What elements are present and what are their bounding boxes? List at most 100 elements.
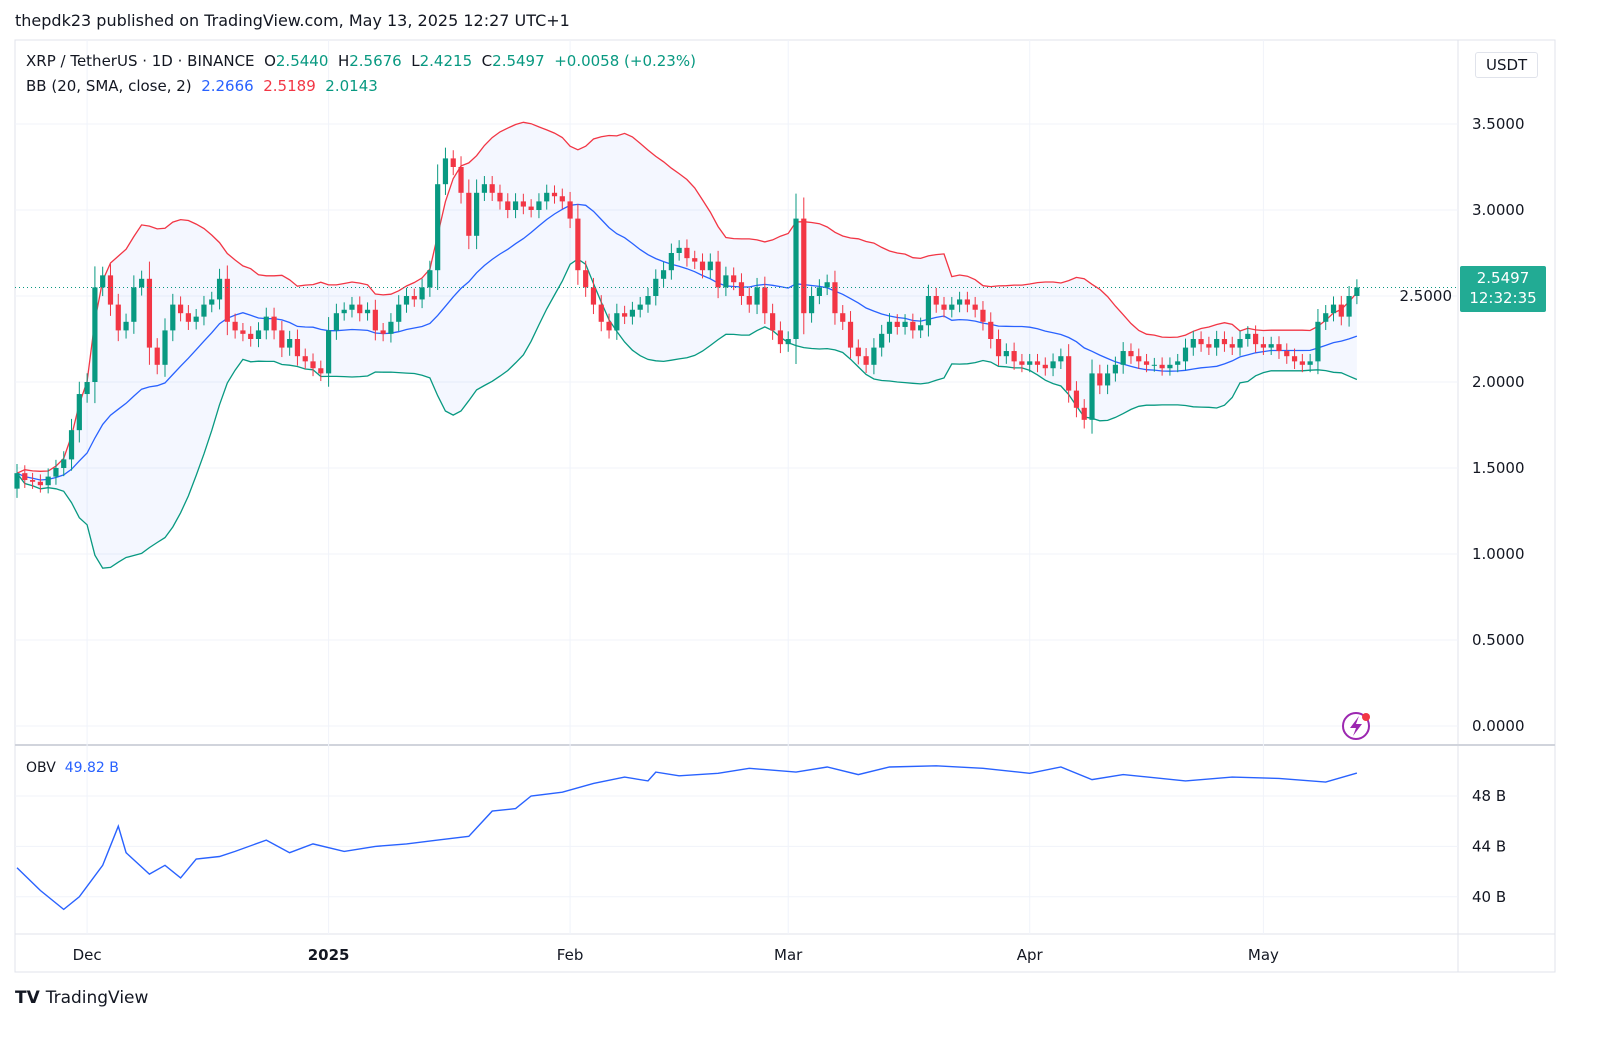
published-caption: thepdk23 published on TradingView.com, M…: [15, 11, 570, 30]
candle-body: [505, 201, 511, 210]
candle: [614, 303, 620, 340]
candle-body: [177, 304, 184, 314]
candle: [255, 322, 262, 348]
candle: [559, 188, 565, 210]
candle: [941, 296, 947, 318]
candle: [692, 250, 698, 269]
candle-body: [240, 330, 246, 334]
candle: [1245, 326, 1251, 347]
close-value: 2.5497: [492, 52, 545, 70]
candle-body: [357, 304, 363, 314]
candle-body: [248, 333, 254, 339]
candle-body: [1159, 364, 1165, 369]
candle-body: [271, 316, 277, 331]
candle-body: [949, 304, 955, 310]
bb-basis-value: 2.2666: [201, 77, 254, 95]
candle-body: [1229, 344, 1235, 348]
candle-body: [1237, 339, 1243, 348]
candle-body: [380, 330, 386, 334]
candle: [567, 191, 573, 229]
candle-body: [1299, 361, 1305, 365]
candle-body: [808, 296, 815, 314]
candle-body: [442, 158, 449, 185]
candle-body: [1253, 333, 1259, 345]
candle: [816, 279, 822, 305]
candle-body: [1338, 304, 1344, 317]
candle: [1253, 325, 1259, 353]
candle: [1206, 336, 1212, 355]
bar-countdown: 12:32:35: [1469, 289, 1537, 307]
y-tick-label: 2.0000: [1472, 373, 1525, 391]
y-tick-label: 0.5000: [1472, 631, 1525, 649]
candle-body: [154, 347, 160, 365]
candle-body: [216, 278, 223, 300]
candle-body: [762, 287, 768, 314]
symbol-name[interactable]: XRP / TetherUS · 1D · BINANCE: [26, 52, 255, 70]
candle: [1003, 343, 1009, 364]
symbol-legend: XRP / TetherUS · 1D · BINANCE O2.5440 H2…: [26, 52, 696, 70]
bb-upper-line: [16, 121, 1358, 474]
candle-body: [614, 313, 620, 331]
candle-body: [793, 218, 799, 339]
candle-body: [676, 247, 682, 253]
candle: [1276, 336, 1282, 359]
candle: [1307, 353, 1313, 373]
currency-label[interactable]: USDT: [1475, 52, 1539, 78]
obv-tick-label: 44 B: [1472, 837, 1506, 855]
candle-body: [1089, 373, 1095, 420]
candle-body: [660, 270, 667, 279]
candle-body: [29, 480, 36, 482]
candle-body: [1120, 351, 1126, 365]
y-tick-label: 2.5000: [1400, 287, 1453, 305]
candle: [1034, 353, 1041, 373]
candle: [840, 305, 846, 330]
candle: [123, 313, 129, 339]
candle-body: [629, 309, 636, 317]
candle: [61, 451, 67, 477]
candle-body: [201, 304, 207, 317]
candle: [746, 287, 752, 313]
candle-body: [559, 196, 565, 202]
candle-body: [972, 304, 978, 310]
candle: [879, 324, 885, 357]
candle: [1338, 295, 1344, 326]
candle: [14, 463, 20, 498]
candle-body: [61, 459, 67, 468]
open-value: 2.5440: [275, 52, 329, 70]
obv-label[interactable]: OBV: [26, 760, 56, 776]
candle: [824, 274, 830, 296]
candle-body: [435, 184, 441, 271]
candle-body: [396, 304, 402, 322]
candle: [575, 203, 581, 285]
candle-body: [684, 247, 690, 259]
candle: [466, 179, 472, 250]
candle-body: [53, 468, 59, 477]
candle-body: [146, 278, 153, 348]
candle: [1182, 338, 1189, 371]
y-tick-label: 3.0000: [1472, 201, 1525, 219]
candle: [411, 288, 417, 307]
candle: [1105, 364, 1111, 395]
candle: [583, 260, 589, 297]
candle-body: [575, 218, 581, 271]
tradingview-logo[interactable]: 𝗧𝗩 TradingView: [15, 988, 148, 1008]
candle-body: [427, 270, 433, 288]
candle: [528, 199, 534, 218]
candle-body: [785, 339, 791, 345]
candle: [863, 348, 869, 373]
x-tick-label: 2025: [308, 946, 350, 964]
candle-body: [1151, 364, 1157, 366]
candle: [668, 243, 674, 280]
candle: [1198, 331, 1204, 352]
candle-body: [832, 282, 838, 314]
candle: [76, 381, 82, 443]
candle: [107, 264, 114, 316]
candle: [403, 287, 410, 313]
candle-body: [1105, 373, 1111, 386]
candle-body: [193, 316, 199, 322]
bb-label[interactable]: BB (20, SMA, close, 2): [26, 77, 192, 95]
candle-body: [1260, 344, 1266, 348]
candle-body: [925, 296, 932, 326]
